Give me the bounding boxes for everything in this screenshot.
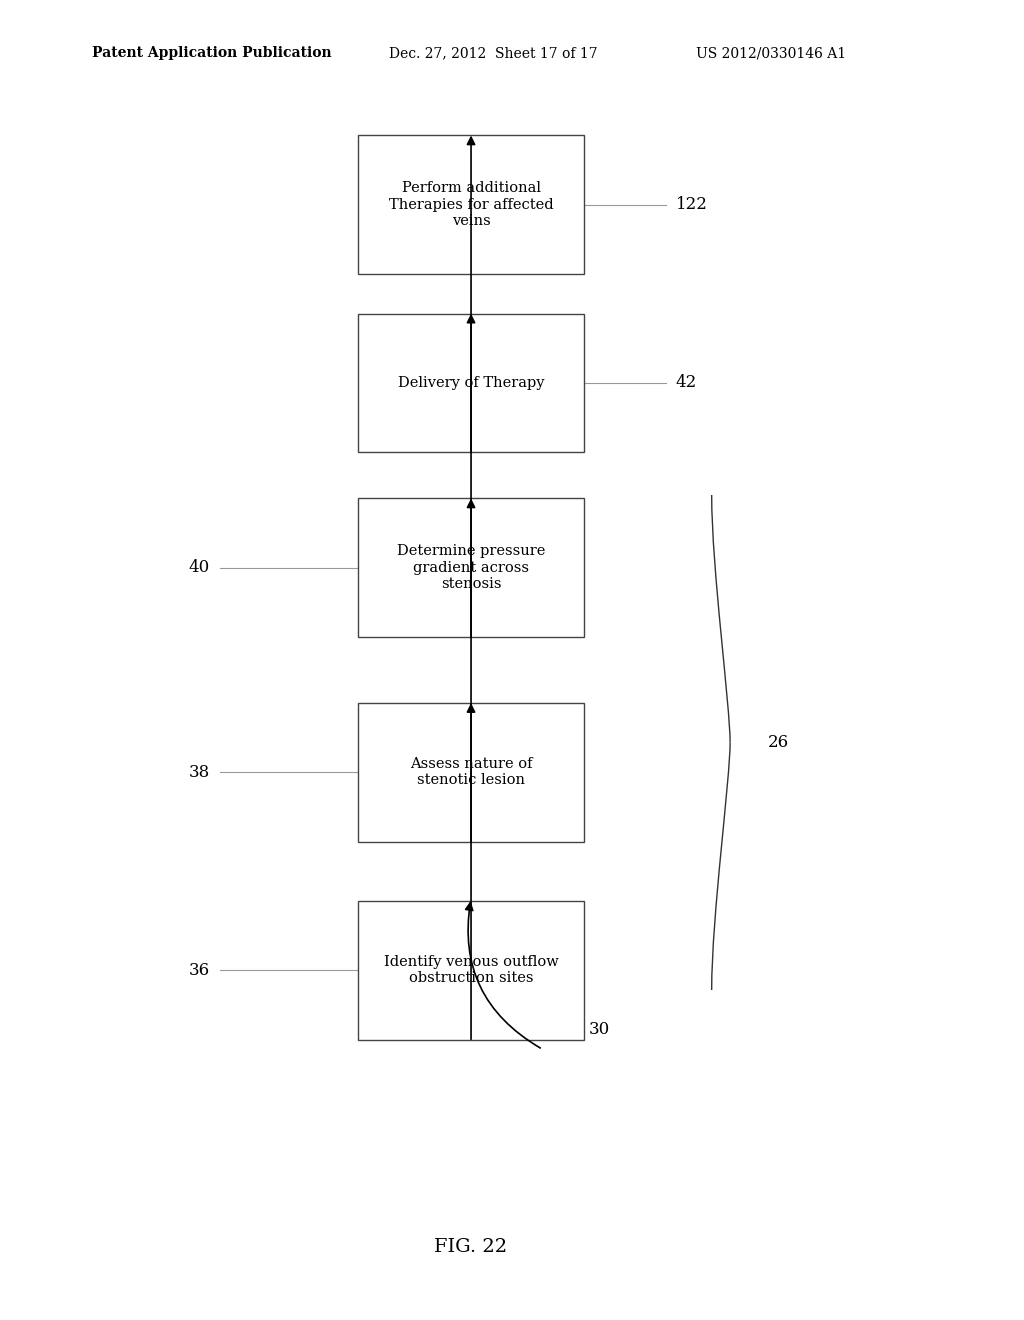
Text: 40: 40 bbox=[188, 560, 210, 576]
Text: Dec. 27, 2012  Sheet 17 of 17: Dec. 27, 2012 Sheet 17 of 17 bbox=[389, 46, 598, 61]
Text: FIG. 22: FIG. 22 bbox=[434, 1238, 508, 1257]
Text: Identify venous outflow
obstruction sites: Identify venous outflow obstruction site… bbox=[384, 956, 558, 985]
Text: 42: 42 bbox=[676, 375, 697, 391]
Text: Assess nature of
stenotic lesion: Assess nature of stenotic lesion bbox=[410, 758, 532, 787]
FancyBboxPatch shape bbox=[358, 499, 584, 638]
FancyBboxPatch shape bbox=[358, 900, 584, 1040]
Text: 38: 38 bbox=[188, 764, 210, 780]
FancyBboxPatch shape bbox=[358, 135, 584, 275]
FancyBboxPatch shape bbox=[358, 314, 584, 451]
Text: Perform additional
Therapies for affected
veins: Perform additional Therapies for affecte… bbox=[389, 181, 553, 228]
Text: 26: 26 bbox=[768, 734, 790, 751]
Text: 36: 36 bbox=[188, 962, 210, 978]
Text: US 2012/0330146 A1: US 2012/0330146 A1 bbox=[696, 46, 847, 61]
Text: Determine pressure
gradient across
stenosis: Determine pressure gradient across steno… bbox=[397, 544, 545, 591]
Text: 122: 122 bbox=[676, 197, 708, 213]
Text: Patent Application Publication: Patent Application Publication bbox=[92, 46, 332, 61]
Text: Delivery of Therapy: Delivery of Therapy bbox=[397, 376, 545, 389]
FancyBboxPatch shape bbox=[358, 704, 584, 842]
Text: 30: 30 bbox=[589, 1022, 610, 1038]
